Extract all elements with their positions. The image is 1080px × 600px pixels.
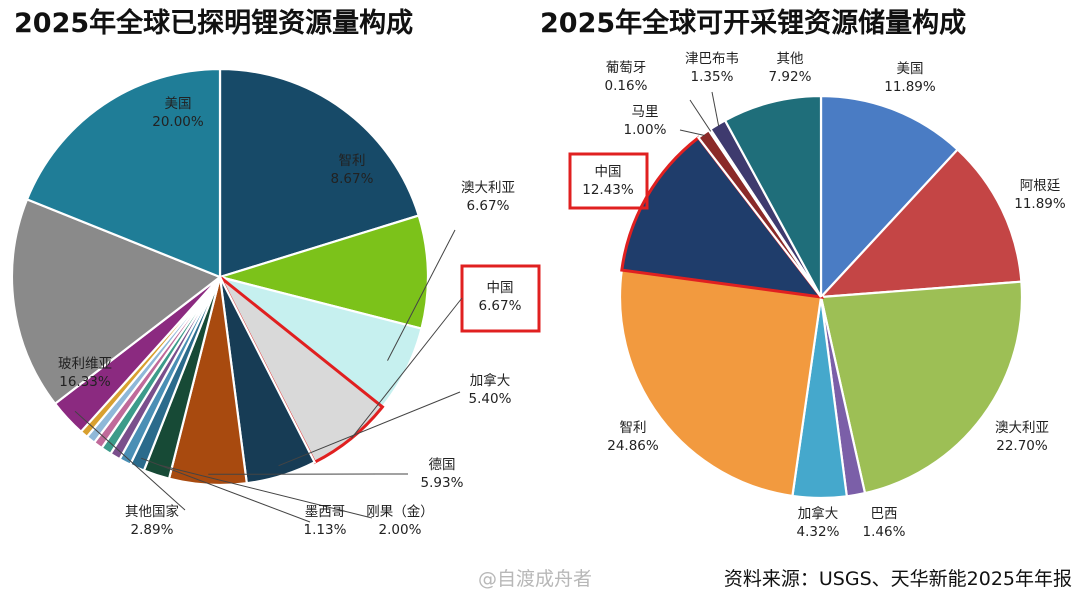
right-china-highlight-box	[568, 152, 649, 210]
right-label-3: 巴西	[871, 506, 898, 522]
left-pie	[10, 67, 430, 487]
left-label-5: 德国	[429, 457, 456, 473]
right-label-1: 阿根廷	[1020, 178, 1061, 194]
right-label-6: 中国	[595, 164, 622, 180]
left-label-3: 中国	[487, 280, 514, 296]
left-slice-1	[215, 214, 430, 330]
left-value-4: 5.40%	[469, 391, 512, 407]
left-value-7: 1.13%	[304, 522, 347, 538]
left-leader-6	[159, 464, 373, 519]
right-label-9: 津巴布韦	[685, 51, 739, 67]
right-value-4: 4.32%	[797, 524, 840, 540]
left-slice-15	[10, 197, 223, 406]
left-value-15: 16.33%	[59, 374, 111, 390]
right-value-10: 7.92%	[769, 69, 812, 85]
left-label-2: 澳大利亚	[461, 180, 515, 196]
left-label-15: 玻利维亚	[58, 356, 112, 372]
source-note: 资料来源：USGS、天华新能2025年年报	[724, 568, 1072, 590]
left-label-4: 加拿大	[470, 372, 511, 389]
right-pie	[618, 94, 1024, 500]
left-value-5: 5.93%	[421, 475, 464, 491]
right-leader-8	[689, 99, 712, 132]
left-value-1: 8.67%	[331, 171, 374, 187]
left-leader-2	[387, 229, 456, 361]
right-slice-5	[618, 268, 823, 498]
right-label-4: 加拿大	[798, 505, 839, 522]
left-chart-title: 2025年全球已探明锂资源量构成	[14, 7, 413, 39]
right-value-0: 11.89%	[884, 79, 936, 95]
right-slice-1	[818, 147, 1023, 299]
left-label-0: 美国	[165, 96, 192, 112]
right-value-3: 1.46%	[863, 524, 906, 540]
right-chart-title: 2025年全球可开采锂资源储量构成	[540, 7, 966, 39]
right-label-8: 葡萄牙	[606, 60, 647, 76]
left-value-14: 2.89%	[131, 522, 174, 538]
right-value-9: 1.35%	[691, 69, 734, 85]
right-leader-7	[679, 129, 705, 136]
right-leader-9	[711, 91, 720, 127]
right-slice-10	[723, 94, 823, 298]
left-leader-4	[278, 391, 461, 467]
left-label-7: 墨西哥	[305, 504, 346, 520]
right-slice-2	[819, 280, 1024, 495]
right-label-0: 美国	[897, 61, 924, 77]
right-slice-0	[819, 94, 960, 300]
right-value-6: 12.43%	[582, 182, 634, 198]
right-value-8: 0.16%	[605, 78, 648, 94]
left-label-14: 其他国家	[125, 503, 179, 520]
right-value-5: 24.86%	[607, 438, 659, 454]
left-value-0: 20.00%	[152, 114, 204, 130]
left-label-6: 刚果（金）	[366, 504, 434, 520]
left-value-6: 2.00%	[379, 522, 422, 538]
right-value-7: 1.00%	[624, 122, 667, 138]
right-label-10: 其他	[777, 51, 804, 67]
right-label-5: 智利	[620, 420, 647, 436]
left-leader-14	[74, 410, 186, 511]
right-label-2: 澳大利亚	[995, 420, 1049, 436]
left-slice-16	[25, 67, 222, 279]
right-label-7: 马里	[632, 104, 659, 120]
left-value-3: 6.67%	[479, 298, 522, 314]
left-leader-3	[351, 297, 463, 439]
right-value-1: 11.89%	[1014, 196, 1066, 212]
right-value-2: 22.70%	[996, 438, 1048, 454]
left-value-2: 6.67%	[467, 198, 510, 214]
watermark: @自渡成舟者	[478, 568, 592, 590]
pie-labels: 美国 20.00% 智利 8.67% 玻利维亚 16.33% 澳大利亚 6.67% 中国 6.67…	[58, 51, 1066, 540]
left-leader-7	[141, 457, 311, 523]
left-slice-0	[218, 67, 421, 279]
left-label-1: 智利	[339, 153, 366, 169]
